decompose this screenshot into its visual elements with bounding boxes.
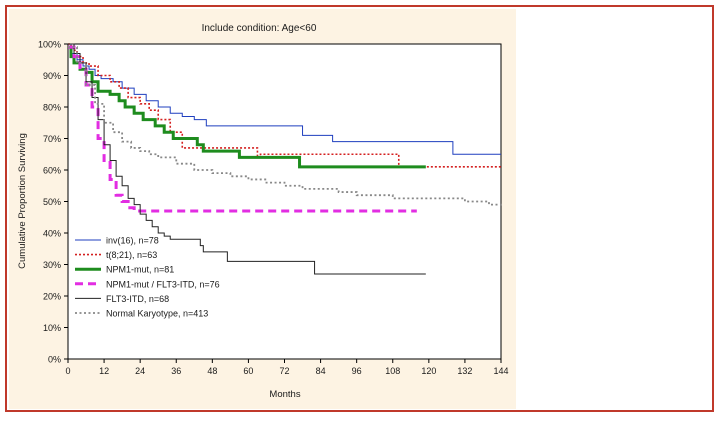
legend: inv(16), n=78 t(8;21), n=63 NPM1-mut, n=81…	[75, 236, 220, 319]
legend-label: NPM1-mut / FLT3-ITD, n=76	[106, 279, 220, 289]
y-tick-label: 80%	[43, 103, 61, 113]
x-tick-label: 84	[316, 366, 326, 376]
survival-chart: Include condition: Age<60 0% 10% 20% 30% 40%…	[17, 23, 509, 400]
legend-label: Normal Karyotype, n=413	[106, 309, 208, 319]
x-axis-ticks: 0 12 24 36 48 60 72 84 96 108 120 132 144	[65, 359, 509, 376]
x-tick-label: 96	[352, 366, 362, 376]
series-layer	[68, 43, 502, 275]
x-axis-label: Months	[269, 389, 300, 400]
x-tick-label: 72	[279, 366, 289, 376]
chart-title: Include condition: Age<60	[202, 23, 317, 34]
x-tick-label: 24	[135, 366, 145, 376]
legend-label: FLT3-ITD, n=68	[106, 294, 169, 304]
y-tick-label: 70%	[43, 134, 61, 144]
x-tick-label: 12	[99, 366, 109, 376]
series-line-flt3-itd-n-68	[68, 43, 426, 275]
series-line-t-8-21-n-63	[68, 43, 501, 168]
legend-label: inv(16), n=78	[106, 236, 159, 246]
y-tick-label: 20%	[43, 292, 61, 302]
y-tick-label: 40%	[43, 229, 61, 239]
y-tick-label: 100%	[38, 40, 61, 50]
legend-label: t(8;21), n=63	[106, 250, 157, 260]
plot-area	[67, 43, 502, 360]
y-tick-label: 30%	[43, 260, 61, 270]
y-axis-ticks: 0% 10% 20% 30% 40% 50% 60% 70% 80% 90% 100%	[38, 40, 68, 365]
x-tick-label: 48	[207, 366, 217, 376]
legend-label: NPM1-mut, n=81	[106, 265, 174, 275]
x-tick-label: 108	[385, 366, 400, 376]
x-tick-label: 0	[65, 366, 70, 376]
y-tick-label: 60%	[43, 166, 61, 176]
x-tick-label: 132	[457, 366, 472, 376]
series-line-normal-karyotype-n-413	[68, 46, 502, 208]
chart-panel: Include condition: Age<60 0% 10% 20% 30% 40%…	[9, 9, 516, 409]
series-line-npm1-mut-flt3-itd-n-76	[68, 45, 417, 213]
x-tick-label: 144	[493, 366, 508, 376]
x-tick-label: 36	[171, 366, 181, 376]
y-tick-label: 90%	[43, 71, 61, 81]
y-tick-label: 0%	[48, 355, 61, 365]
x-tick-label: 60	[243, 366, 253, 376]
y-tick-label: 50%	[43, 197, 61, 207]
y-tick-label: 10%	[43, 323, 61, 333]
x-tick-label: 120	[421, 366, 436, 376]
series-line-npm1-mut-n-81	[68, 45, 426, 169]
y-axis-label: Cumulative Proportion Surviving	[17, 133, 28, 269]
